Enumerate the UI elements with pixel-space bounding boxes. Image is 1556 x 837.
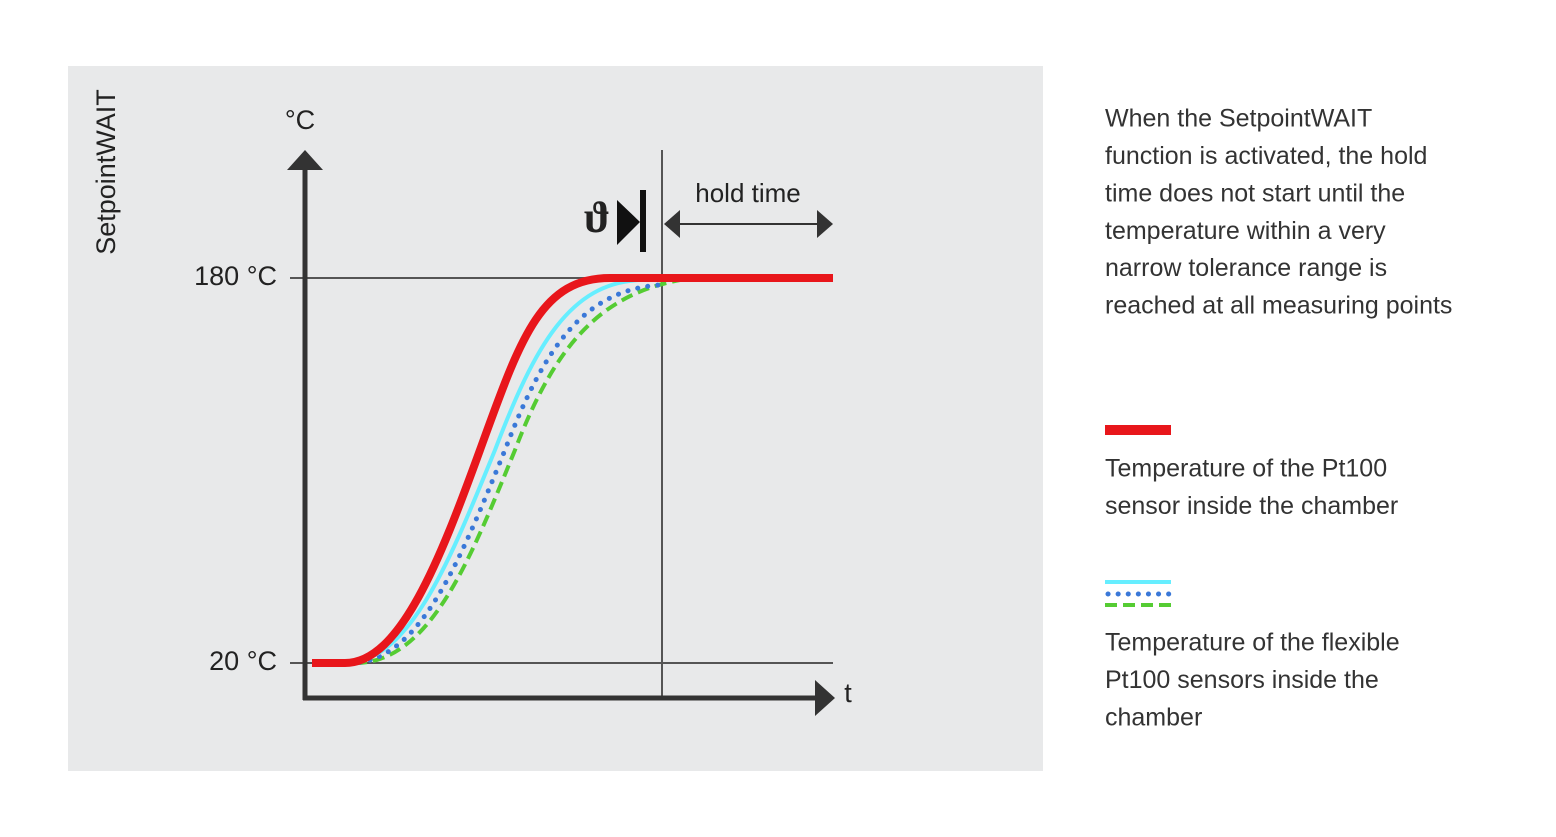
hold-label: hold time [695, 178, 801, 208]
chamber-sensor-curve [312, 274, 833, 667]
description-line: function is activated, the hold [1105, 142, 1427, 170]
description-line: reached at all measuring points [1105, 292, 1452, 320]
description-line: When the SetpointWAIT [1105, 105, 1372, 133]
marker-bar [640, 190, 646, 252]
panel-background [68, 66, 1043, 771]
legend-swatch [1105, 425, 1171, 435]
hold-arrow-head [664, 210, 680, 238]
x-unit: t [844, 678, 852, 708]
description-line: time does not start until the [1105, 179, 1405, 207]
hold-arrow-head [817, 210, 833, 238]
flexible-sensor-curve [354, 278, 681, 665]
symbol: ϑ [584, 193, 610, 242]
y-label: 20 °C [209, 646, 277, 676]
x-axis-arrow [815, 680, 835, 716]
legend-label: Temperature of the flexible [1105, 629, 1400, 657]
y-axis-arrow [287, 150, 323, 170]
y-label: 180 °C [194, 261, 277, 291]
description: When the SetpointWAIT function is activat… [1105, 105, 1452, 320]
legend-label: Pt100 sensors inside the [1105, 666, 1379, 694]
description-line: temperature within a very [1105, 217, 1386, 245]
legend-label: sensor inside the chamber [1105, 492, 1398, 520]
y-unit: °C [285, 105, 315, 135]
flexible-sensor-curve [344, 276, 663, 665]
flexible-sensor-curve [347, 282, 663, 666]
marker-triangle [617, 200, 640, 245]
legend-label: Temperature of the Pt100 [1105, 455, 1387, 483]
legend-label: chamber [1105, 704, 1202, 732]
description-line: narrow tolerance range is [1105, 254, 1387, 282]
side-label: SetpointWAIT [91, 89, 121, 255]
legend: Temperature of the Pt100 sensor inside th… [1105, 455, 1400, 732]
